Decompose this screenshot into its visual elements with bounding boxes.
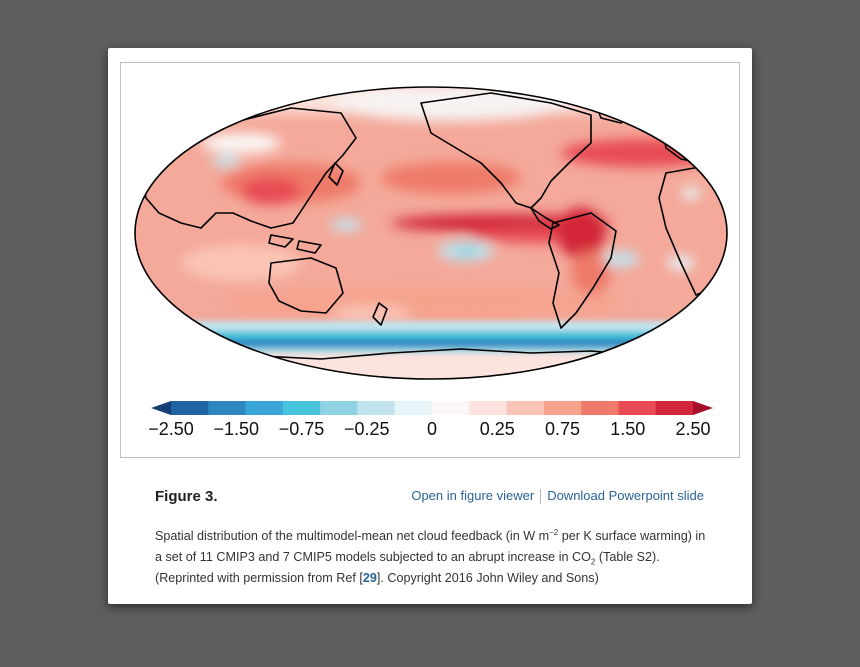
caption-text-4: ]. Copyright 2016 John Wiley and Sons) xyxy=(376,571,599,585)
caption-text-3: (Table S2). (Reprinted with permission f… xyxy=(155,550,660,585)
colorbar-segment xyxy=(581,401,619,415)
colorbar-segment xyxy=(357,401,396,415)
colorbar-segment xyxy=(171,401,209,415)
colorbar-segment xyxy=(506,401,545,415)
colorbar-segment xyxy=(208,401,247,415)
colorbar-tick-label: 0.75 xyxy=(545,419,580,439)
caption-text-2: per K surface warming) in a set of 11 CM… xyxy=(155,529,706,564)
caption-superscript: −2 xyxy=(549,527,559,537)
colorbar-under-arrow xyxy=(151,401,171,415)
download-powerpoint-link[interactable]: Download Powerpoint slide xyxy=(547,488,704,503)
colorbar-segment xyxy=(245,401,284,415)
colorbar-tick-label: −0.75 xyxy=(279,419,325,439)
colorbar: −2.50 −1.50 −0.75 −0.25 0 0.25 0.75 1.50 2.50 xyxy=(148,401,713,439)
link-divider xyxy=(540,489,542,505)
open-figure-viewer-link[interactable]: Open in figure viewer xyxy=(411,488,535,503)
colorbar-tick-label: −0.25 xyxy=(344,419,390,439)
figure-links: Open in figure viewer Download Powerpoint… xyxy=(411,488,704,505)
map-field xyxy=(135,87,727,379)
colorbar-over-arrow xyxy=(693,401,713,415)
colorbar-tick-label: −1.50 xyxy=(213,419,259,439)
caption-text-1: Spatial distribution of the multimodel-m… xyxy=(155,529,550,543)
figure-image: −2.50 −1.50 −0.75 −0.25 0 0.25 0.75 1.50 2.50 xyxy=(120,62,740,458)
cloud-feedback-map: −2.50 −1.50 −0.75 −0.25 0 0.25 0.75 1.50 2.50 xyxy=(134,86,728,439)
colorbar-tick-label: −2.50 xyxy=(148,419,194,439)
colorbar-segment xyxy=(282,401,321,415)
reference-link[interactable]: 29 xyxy=(362,571,377,585)
colorbar-segment xyxy=(655,401,694,415)
colorbar-segment xyxy=(320,401,358,415)
colorbar-tick-label: 0.25 xyxy=(480,419,515,439)
colorbar-tick-label: 0 xyxy=(427,419,437,439)
colorbar-segment xyxy=(469,401,508,415)
figure-card: −2.50 −1.50 −0.75 −0.25 0 0.25 0.75 1.50 2.50 Fi… xyxy=(108,48,752,604)
colorbar-tick-label: 1.50 xyxy=(610,419,645,439)
coastlines xyxy=(140,87,727,379)
globe-outline xyxy=(134,86,728,380)
caption-subscript: 2 xyxy=(590,557,596,567)
figure-caption: Spatial distribution of the multimodel-m… xyxy=(155,526,715,589)
colorbar-segment xyxy=(432,401,470,415)
figure-label: Figure 3. xyxy=(155,488,218,505)
colorbar-segment xyxy=(394,401,433,415)
colorbar-tick-label: 2.50 xyxy=(675,419,710,439)
colorbar-segment xyxy=(543,401,582,415)
colorbar-segment xyxy=(618,401,657,415)
